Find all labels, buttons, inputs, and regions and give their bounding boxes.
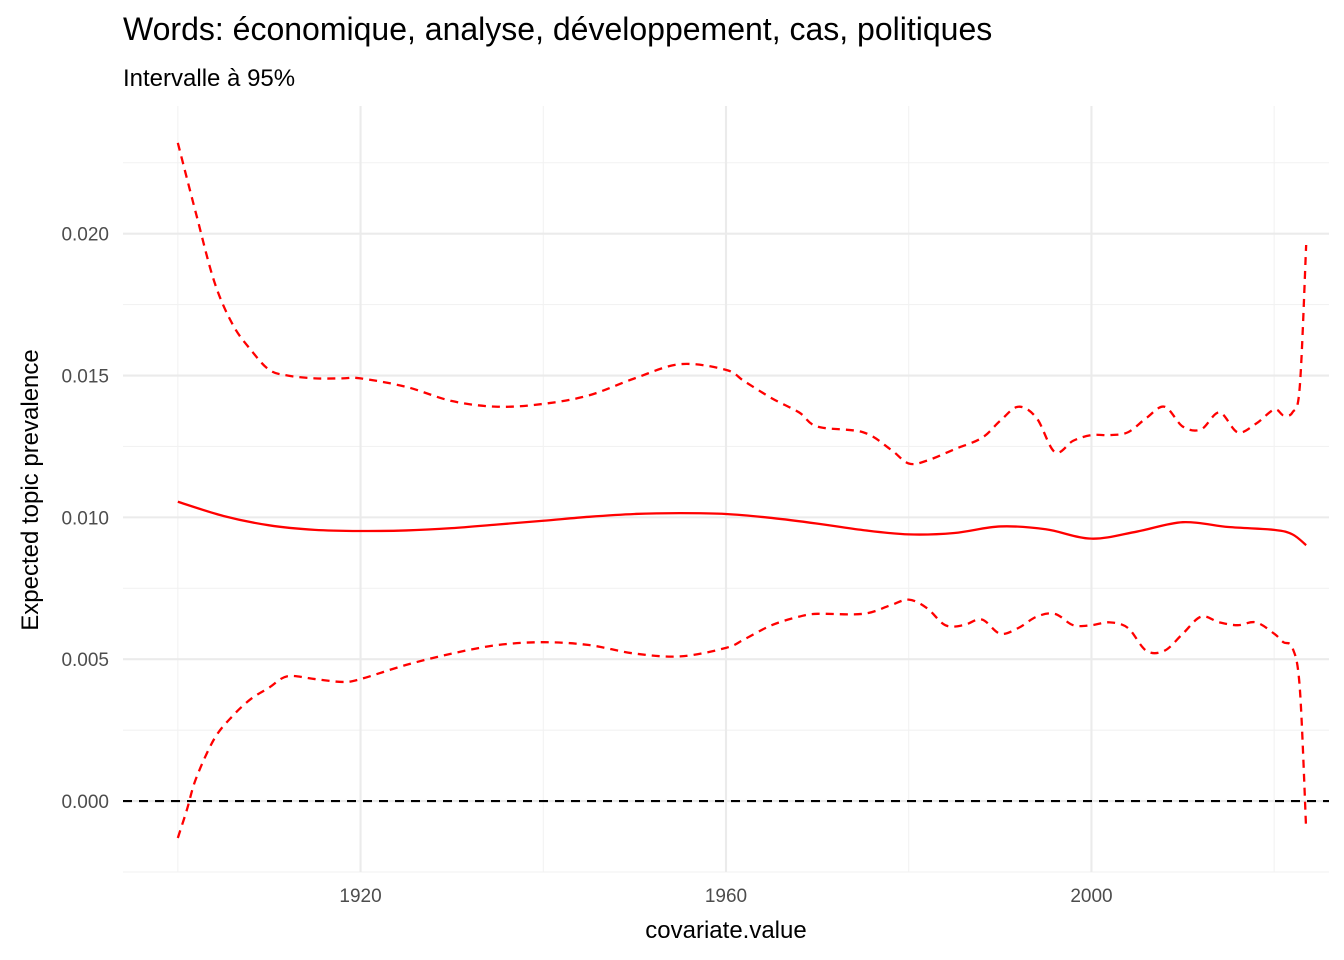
- x-tick-label: 1960: [705, 886, 747, 907]
- y-tick-label: 0.015: [61, 367, 109, 388]
- y-tick-label: 0.010: [61, 508, 109, 529]
- series-line-estimate: [177, 500, 1307, 547]
- chart-subtitle: Intervalle à 95%: [123, 65, 295, 92]
- series-line-lower-ci: [176, 598, 1308, 839]
- series-group: [176, 142, 1308, 839]
- y-tick-label: 0.020: [61, 225, 109, 246]
- tick-labels: 0.000 0.005 0.010 0.015 0.020 1920 1960 2000: [61, 225, 1112, 907]
- grid: [123, 106, 1329, 873]
- y-tick-label: 0.005: [61, 650, 109, 671]
- chart-title: Words: économique, analyse, développemen…: [123, 11, 992, 47]
- x-tick-label: 2000: [1070, 886, 1112, 907]
- series-line-upper-ci: [176, 142, 1308, 466]
- y-tick-label: 0.000: [61, 792, 109, 813]
- y-axis-title: Expected topic prevalence: [17, 349, 44, 631]
- x-axis-title: covariate.value: [645, 917, 806, 944]
- x-tick-label: 1920: [339, 886, 381, 907]
